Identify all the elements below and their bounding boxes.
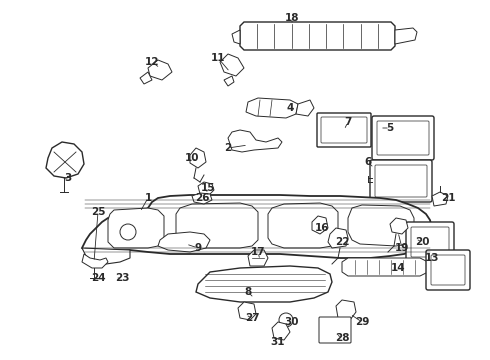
Polygon shape <box>220 54 244 76</box>
Text: 30: 30 <box>285 317 299 327</box>
Text: 28: 28 <box>335 333 349 343</box>
Text: 16: 16 <box>315 223 329 233</box>
Polygon shape <box>176 203 258 248</box>
Polygon shape <box>190 148 206 168</box>
Polygon shape <box>342 258 428 276</box>
Polygon shape <box>240 22 395 50</box>
Polygon shape <box>148 60 172 80</box>
Polygon shape <box>232 30 240 44</box>
Polygon shape <box>140 72 152 84</box>
Text: 8: 8 <box>245 287 252 297</box>
Text: 6: 6 <box>365 157 371 167</box>
Polygon shape <box>82 248 130 264</box>
Text: 24: 24 <box>91 273 105 283</box>
Polygon shape <box>432 192 448 206</box>
Text: 26: 26 <box>195 193 209 203</box>
Text: 25: 25 <box>91 207 105 217</box>
Text: 29: 29 <box>355 317 369 327</box>
Polygon shape <box>390 218 408 234</box>
Text: 2: 2 <box>224 143 232 153</box>
Text: 7: 7 <box>344 117 352 127</box>
Polygon shape <box>82 254 108 268</box>
Text: 14: 14 <box>391 263 405 273</box>
Text: 1: 1 <box>145 193 151 203</box>
Text: 13: 13 <box>425 253 439 263</box>
Polygon shape <box>238 302 256 320</box>
Text: 27: 27 <box>245 313 259 323</box>
FancyBboxPatch shape <box>377 121 429 155</box>
Text: 20: 20 <box>415 237 429 247</box>
Text: 12: 12 <box>145 57 159 67</box>
Text: 9: 9 <box>195 243 201 253</box>
FancyBboxPatch shape <box>406 222 454 262</box>
Polygon shape <box>248 250 268 266</box>
Polygon shape <box>108 208 164 248</box>
Text: 31: 31 <box>271 337 285 347</box>
FancyBboxPatch shape <box>426 250 470 290</box>
Text: 4: 4 <box>286 103 294 113</box>
Polygon shape <box>228 130 282 152</box>
Polygon shape <box>268 203 338 248</box>
Text: 19: 19 <box>395 243 409 253</box>
Polygon shape <box>296 100 314 116</box>
Polygon shape <box>312 216 328 234</box>
FancyBboxPatch shape <box>321 117 367 143</box>
Text: 22: 22 <box>335 237 349 247</box>
Polygon shape <box>395 28 417 44</box>
Text: 17: 17 <box>251 247 265 257</box>
Polygon shape <box>46 142 84 178</box>
Text: 18: 18 <box>285 13 299 23</box>
FancyBboxPatch shape <box>375 165 427 197</box>
Polygon shape <box>192 193 212 204</box>
Polygon shape <box>224 76 234 86</box>
FancyBboxPatch shape <box>411 227 449 257</box>
FancyBboxPatch shape <box>372 116 434 160</box>
Polygon shape <box>336 300 356 320</box>
Text: 21: 21 <box>441 193 455 203</box>
Polygon shape <box>246 98 298 118</box>
FancyBboxPatch shape <box>319 317 351 343</box>
Text: 3: 3 <box>64 173 72 183</box>
FancyBboxPatch shape <box>431 255 465 285</box>
Text: 10: 10 <box>185 153 199 163</box>
Polygon shape <box>158 232 210 252</box>
Text: 11: 11 <box>211 53 225 63</box>
Polygon shape <box>328 228 348 248</box>
Polygon shape <box>348 205 414 246</box>
Text: 15: 15 <box>201 183 215 193</box>
Polygon shape <box>272 322 290 340</box>
Polygon shape <box>196 266 332 302</box>
Text: 5: 5 <box>387 123 393 133</box>
Polygon shape <box>82 195 432 258</box>
FancyBboxPatch shape <box>317 113 371 147</box>
FancyBboxPatch shape <box>370 160 432 202</box>
Text: 23: 23 <box>115 273 129 283</box>
Polygon shape <box>198 182 214 196</box>
